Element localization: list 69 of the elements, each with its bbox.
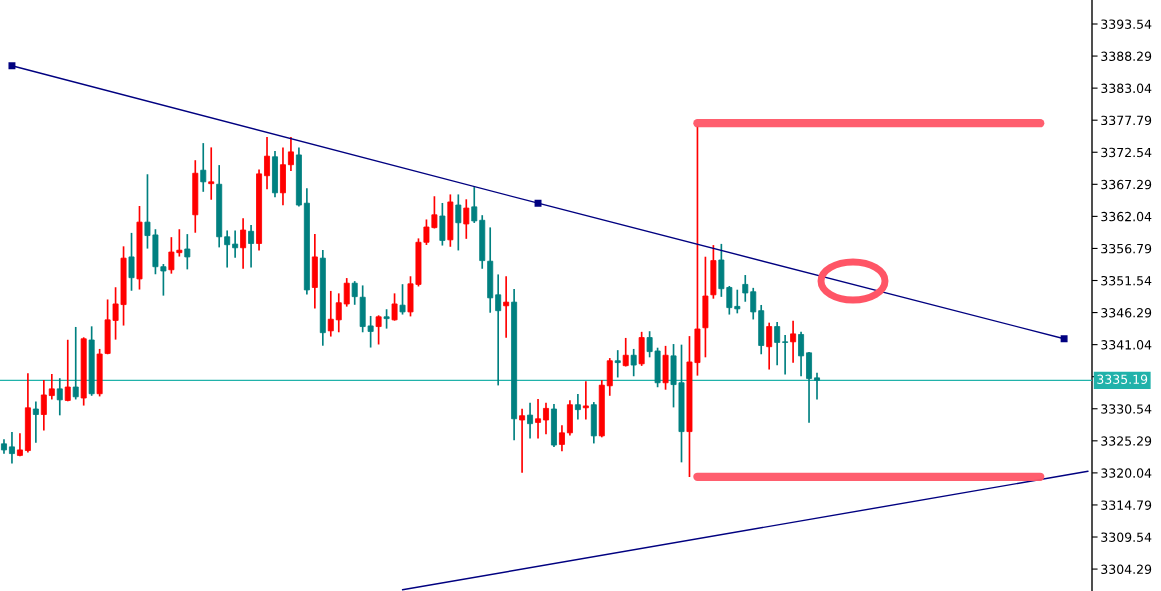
candlestick: [790, 320, 797, 363]
candlestick: [471, 187, 478, 223]
candlestick: [248, 224, 255, 268]
candlestick: [48, 373, 55, 400]
y-tick-label: 3309.54: [1101, 532, 1152, 542]
candlestick: [558, 425, 565, 452]
y-tick-label: 3320.04: [1101, 468, 1152, 478]
candlestick: [208, 147, 215, 200]
candlestick: [8, 431, 15, 464]
y-tick-label: 3383.04: [1101, 83, 1152, 94]
candlestick: [519, 408, 526, 473]
candlestick: [766, 322, 773, 370]
candlestick: [32, 401, 39, 443]
point: [534, 199, 542, 207]
candlestick: [64, 339, 71, 402]
y-tick-label: 3351.54: [1101, 275, 1152, 286]
candlestick: [527, 402, 534, 439]
candlestick: [399, 284, 406, 315]
y-tick-label: 3341.04: [1101, 340, 1152, 350]
candlestick: [184, 234, 191, 270]
candlestick: [543, 402, 549, 435]
candlestick: [630, 348, 637, 377]
y-tick-label: 3330.54: [1101, 404, 1152, 414]
y-tick-label: 3367.29: [1101, 179, 1152, 190]
candlestick: [335, 293, 342, 333]
candlestick: [774, 322, 781, 366]
candlestick: [40, 380, 47, 431]
candlestick: [264, 137, 270, 190]
candlestick: [463, 199, 470, 239]
candlestick: [750, 287, 757, 320]
y-tick-label: 3356.79: [1101, 243, 1152, 254]
candlestick: [614, 350, 621, 378]
candlestick: [72, 326, 79, 400]
candlestick: [742, 275, 749, 302]
candlestick: [56, 378, 63, 416]
candlestick: [574, 394, 581, 420]
candlestick: [128, 232, 135, 291]
y-tick-label: 3325.29: [1101, 436, 1152, 446]
candlestick: [503, 276, 510, 338]
candlestick: [232, 230, 239, 258]
candlestick: [351, 281, 358, 305]
y-tick-label: 3346.29: [1101, 308, 1152, 318]
point: [8, 62, 16, 70]
candlestick: [495, 274, 502, 386]
ref-line-label: 3335.19: [1097, 374, 1148, 384]
candlestick: [224, 230, 231, 268]
candlestick: [200, 143, 207, 192]
candlestick: [814, 372, 820, 400]
candlestick: [327, 290, 334, 337]
candlestick: [582, 381, 589, 420]
y-tick-label: 3314.79: [1101, 500, 1152, 510]
candlestick: [782, 334, 789, 375]
y-tick-label: 3362.04: [1101, 211, 1152, 222]
candlestick: [798, 331, 805, 377]
y-tick-label: 3393.54: [1101, 19, 1152, 29]
y-tick-label: 3388.29: [1101, 51, 1152, 61]
candlestick: [240, 218, 247, 269]
y-tick-label: 3372.54: [1101, 147, 1152, 158]
candlestick: [535, 399, 541, 439]
candlestick: [375, 315, 382, 345]
candlestick: [455, 194, 462, 251]
candlestick: [391, 293, 398, 321]
point: [1060, 335, 1068, 343]
y-tick-label: 3304.29: [1101, 564, 1152, 574]
y-tick-label: 3377.79: [1101, 115, 1152, 126]
candlestick: [287, 137, 294, 172]
candlestick: [343, 278, 350, 307]
candlestick: [622, 337, 629, 367]
candlestick: [16, 433, 23, 457]
